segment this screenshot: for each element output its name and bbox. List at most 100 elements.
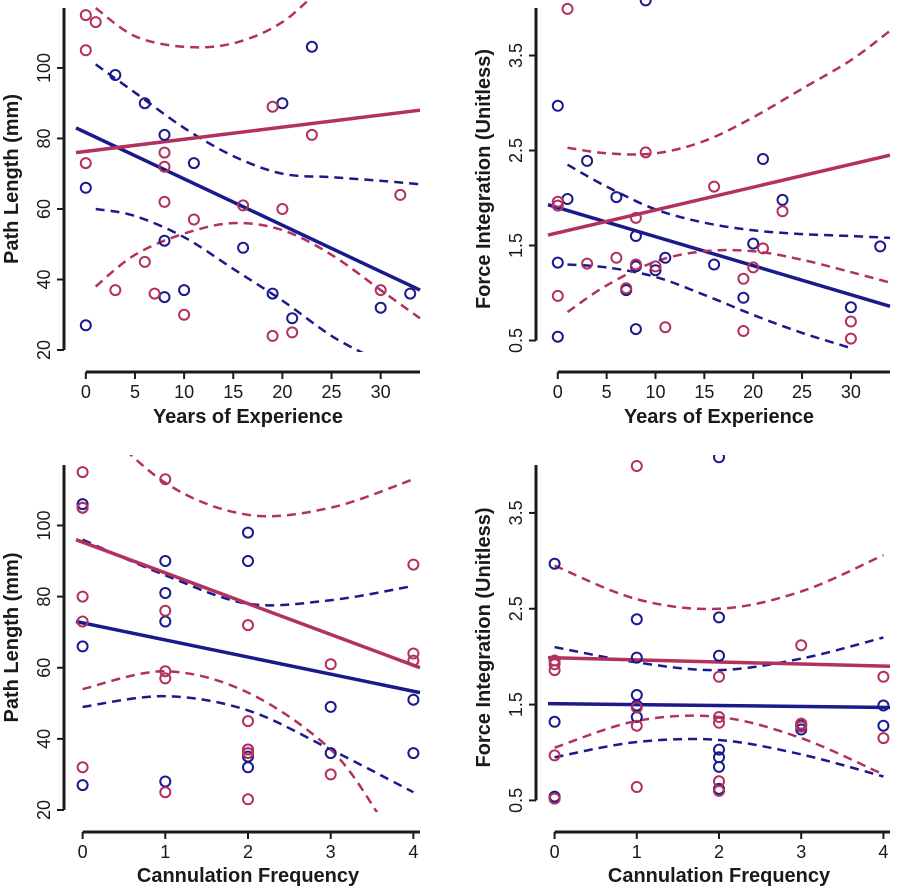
blue-data-point [237,241,250,254]
red-data-point [737,272,750,285]
blue-data-point [844,301,857,314]
y-tick-label: 20 [34,800,54,820]
blue-ci-upper-curve [94,63,421,186]
blue-data-point [242,761,254,774]
blue-data-point [629,230,642,242]
red-data-point [242,619,254,632]
blue-data-point [713,455,725,464]
red-ci-upper-curve [129,455,414,518]
blue-data-point [76,498,89,511]
x-tick-label: 1 [632,842,642,862]
blue-data-point [159,555,172,567]
blue-data-point [158,234,171,247]
y-tick-label: 0.5 [506,788,526,813]
blue-data-point [158,128,171,141]
red-data-point [159,473,172,486]
blue-data-point [713,743,725,756]
red-data-point [76,501,89,514]
red-data-point [713,670,725,683]
blue-data-point [76,779,89,792]
red-data-point [76,466,89,479]
blue-data-point [159,587,172,599]
y-tick-label: 3.5 [506,43,526,68]
red-regression-line [75,538,421,670]
red-data-point [374,284,387,297]
x-tick-label: 0 [550,842,560,862]
red-data-point [286,326,299,339]
x-tick-label: 30 [841,382,861,402]
red-data-point [877,732,890,745]
blue-ci-lower-curve [567,263,852,350]
y-tick-label: 2.5 [506,138,526,163]
y-tick-label: 1.5 [506,692,526,717]
x-tick-label: 5 [602,382,612,402]
red-data-point [242,743,254,756]
red-data-point [266,329,279,342]
x-tick-label: 10 [174,382,194,402]
x-axis-title: Years of Experience [153,406,343,428]
blue-ci-lower-curve [82,694,414,794]
y-tick-label: 3.5 [506,500,526,525]
red-data-point [237,199,250,212]
red-data-point [305,128,318,141]
y-tick-label: 100 [34,53,54,83]
red-data-point [266,100,279,113]
red-data-point [79,9,92,22]
y-tick-label: 2.5 [506,596,526,621]
blue-data-point [713,649,725,662]
blue-data-point [551,99,564,112]
blue-data-point [76,640,89,653]
x-tick-label: 25 [792,382,812,402]
red-data-point [844,315,857,328]
red-data-point [548,792,561,805]
chart-panel-2: 0 5 10 15 20 25 30 0.5 1.5 2.5 3.5 Years of Experie… [473,0,891,428]
red-data-point [242,747,254,760]
red-data-point [630,781,643,793]
red-regression-line [547,655,891,669]
red-data-point [639,146,652,159]
blue-data-point [266,287,279,300]
red-data-point [649,260,662,273]
blue-data-point [109,69,122,81]
red-data-point [737,325,750,337]
chart-panel-3: 0 1 2 3 4 20 40 60 80 100 Cannulation Frequency Pat… [1,455,421,887]
red-data-point [610,251,623,264]
blue-data-point [561,193,574,205]
red-data-point [629,258,642,271]
red-data-point [795,720,808,733]
red-data-point [620,282,633,295]
red-data-point [713,784,725,797]
blue-data-point [713,611,725,624]
red-ci-lower-curve [82,670,379,812]
red-data-point [158,195,171,208]
y-tick-label: 1.5 [506,233,526,258]
red-data-point [79,157,92,170]
x-tick-label: 4 [408,842,418,862]
x-tick-label: 25 [322,382,342,402]
blue-ci-upper-curve [566,163,891,240]
red-data-point [178,308,191,321]
blue-data-point [581,154,594,167]
red-regression-line [547,153,891,237]
red-data-point [708,180,721,193]
red-data-point [138,255,151,268]
blue-data-point [639,0,652,7]
red-data-point [242,715,254,728]
red-data-point [757,242,769,255]
red-data-point [89,16,102,29]
blue-data-point [757,153,769,165]
blue-data-point [159,615,172,628]
red-data-point [713,716,725,729]
x-tick-label: 0 [78,842,88,862]
red-data-point [109,284,122,297]
blue-data-point [548,715,561,728]
red-data-point [629,211,642,224]
blue-data-point [158,291,171,304]
red-data-point [561,2,574,15]
red-data-point [713,711,725,723]
blue-data-point [776,193,789,206]
y-axis-title: Path Length (mm) [1,94,23,264]
y-tick-label: 60 [34,658,54,678]
blue-regression-line [75,126,421,292]
blue-regression-line [75,619,421,695]
